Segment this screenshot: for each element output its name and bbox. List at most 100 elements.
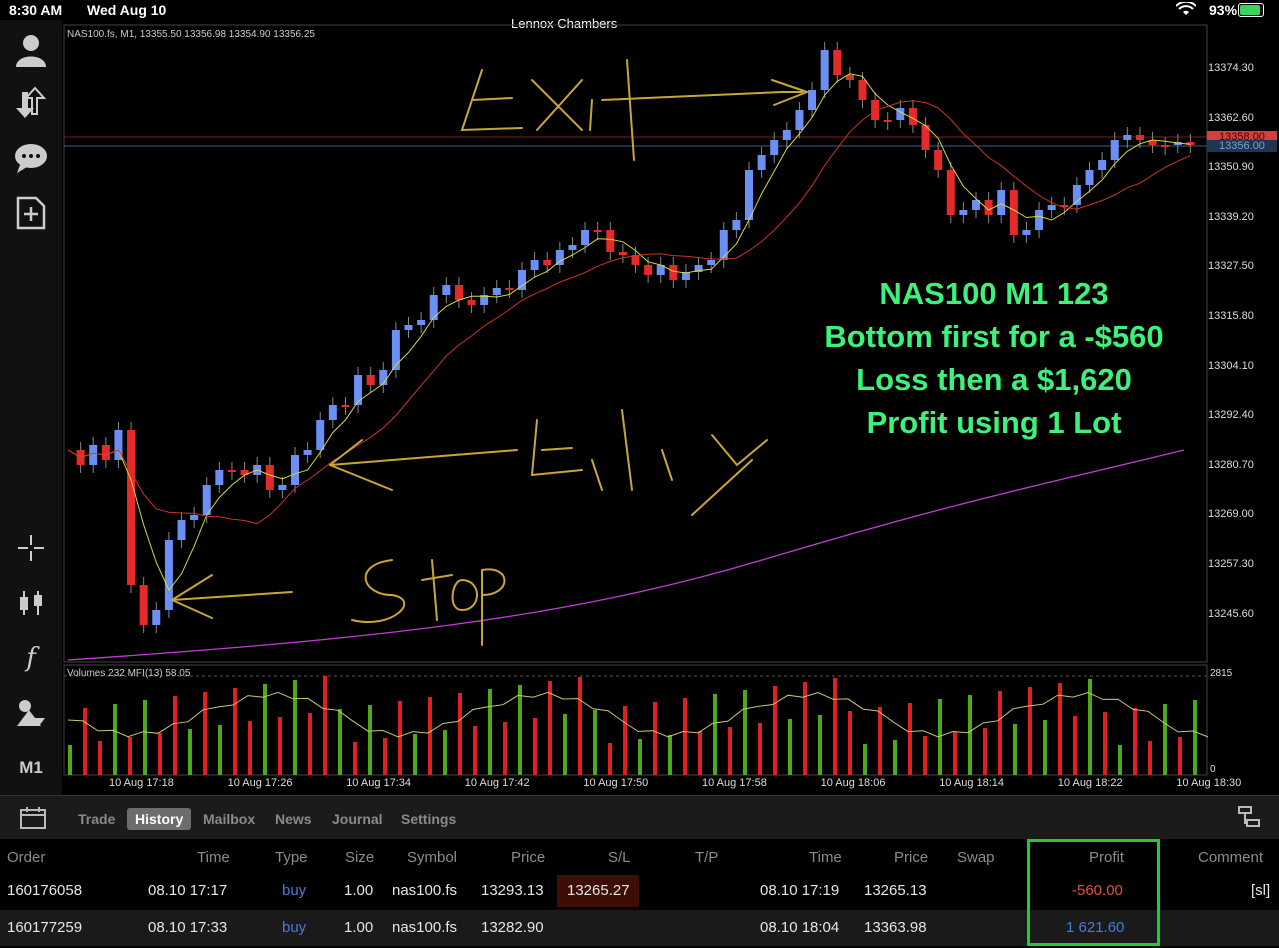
volume-bar	[293, 680, 297, 775]
volume-bar	[728, 727, 732, 775]
column-header-order[interactable]: Order	[7, 849, 46, 866]
column-header-close-time[interactable]: Time	[809, 849, 842, 866]
candle-body	[782, 130, 791, 140]
candle-body	[656, 265, 665, 275]
candle-body	[1060, 205, 1069, 207]
annotation-line: Bottom first for a -$560	[824, 319, 1164, 354]
volume-bar	[1043, 720, 1047, 775]
candle-body	[1186, 142, 1195, 145]
volume-bar	[383, 738, 387, 775]
column-header-size[interactable]: Size	[345, 849, 375, 866]
volume-bar	[938, 699, 942, 775]
candle-body	[328, 405, 337, 420]
candle-body	[908, 108, 917, 125]
column-header-symbol[interactable]: Symbol	[407, 849, 458, 866]
price-tick-label: 13339.20	[1208, 210, 1254, 223]
column-header-comment[interactable]: Comment	[1198, 849, 1264, 866]
mfi-line	[67, 691, 1209, 738]
column-header-tp[interactable]: T/P	[695, 849, 719, 866]
crosshair-icon[interactable]	[11, 530, 51, 566]
candle-body	[1098, 160, 1107, 170]
new-order-icon[interactable]	[11, 195, 51, 231]
tab-mailbox[interactable]: Mailbox	[203, 811, 256, 827]
candle-body	[1047, 205, 1056, 210]
sl-highlight	[557, 875, 639, 907]
time-tick-label: 10 Aug 17:26	[227, 777, 293, 789]
volume-bar	[1118, 745, 1122, 775]
candle-body	[316, 420, 325, 450]
candle-body	[770, 140, 779, 155]
time-tick-label: 10 Aug 17:58	[702, 777, 767, 789]
candle-body	[644, 265, 653, 275]
candlestick-icon[interactable]	[11, 585, 51, 621]
candle-body	[404, 325, 413, 330]
volume-bar	[233, 688, 237, 775]
handwriting-stroke	[421, 574, 453, 581]
handwriting-stroke	[451, 579, 478, 612]
time-tick-label: 10 Aug 17:42	[464, 777, 530, 789]
volume-bar	[323, 676, 327, 775]
volume-bar	[638, 739, 642, 775]
handwriting-stroke	[601, 91, 803, 101]
candle-body	[833, 50, 842, 75]
handwriting-stroke	[661, 449, 673, 481]
candle-body	[480, 295, 489, 305]
column-header-type[interactable]: Type	[275, 849, 308, 866]
order-id: 160176058	[7, 882, 83, 899]
handwriting-stroke	[481, 568, 506, 596]
handwriting-stroke	[329, 439, 363, 466]
candle-body	[89, 445, 98, 465]
column-header-swap[interactable]: Swap	[957, 849, 995, 866]
table-row[interactable]: 160177259 08.10 17:33 buy 1.00 nas100.fs…	[0, 910, 1279, 946]
price-chart[interactable]	[62, 20, 1279, 795]
volume-bar	[773, 686, 777, 775]
timeframe-button[interactable]: M1	[19, 758, 43, 777]
candle-body	[152, 610, 161, 625]
account-icon[interactable]	[11, 32, 51, 68]
candle-body	[240, 470, 249, 475]
annotation-line: Profit using 1 Lot	[866, 405, 1122, 440]
main-plot-frame	[63, 24, 1208, 663]
column-header-open-time[interactable]: Time	[197, 849, 230, 866]
table-row[interactable]: 160176058 08.10 17:17 buy 1.00 nas100.fs…	[0, 873, 1279, 909]
price-tick-label: 13292.40	[1208, 409, 1254, 422]
volume-bar	[1133, 708, 1137, 775]
chart-area[interactable]: NAS100.fs, M1, 13355.50 13356.98 13354.9…	[62, 20, 1279, 795]
tab-settings[interactable]: Settings	[401, 811, 457, 827]
chat-icon[interactable]	[11, 140, 51, 176]
volume-bar	[1058, 683, 1062, 775]
candle-body	[1135, 135, 1144, 140]
trade-annotation: NAS100 M1 123 Bottom first for a -$560 L…	[804, 272, 1184, 444]
tab-journal[interactable]: Journal	[332, 811, 383, 827]
open-time: 08.10 17:17	[148, 882, 228, 899]
candle-body	[707, 260, 716, 265]
candle-body	[921, 125, 930, 150]
column-header-open-price[interactable]: Price	[511, 849, 546, 866]
status-date: Wed Aug 10	[87, 2, 167, 18]
tab-trade[interactable]: Trade	[78, 811, 116, 827]
candle-body	[354, 375, 363, 405]
volume-bar	[878, 707, 882, 775]
order-profit: -560.00	[1072, 882, 1123, 899]
slow-moving-average	[67, 100, 1191, 525]
objects-icon[interactable]	[11, 695, 51, 731]
tab-news[interactable]: News	[275, 811, 312, 827]
volume-bar	[548, 681, 552, 775]
order-comment: [sl]	[1251, 882, 1271, 899]
candle-body	[190, 515, 199, 520]
candle-body	[808, 90, 817, 110]
candle-body	[618, 252, 627, 255]
handwriting-stroke	[351, 559, 406, 623]
candle-body	[719, 230, 728, 260]
candle-body	[467, 300, 476, 305]
candle-body	[795, 110, 804, 130]
indicators-icon[interactable]: f	[26, 643, 36, 673]
deposit-withdraw-icon[interactable]	[11, 85, 51, 121]
candle-body	[732, 220, 741, 230]
calendar-icon[interactable]	[20, 807, 46, 829]
layout-icon[interactable]	[1237, 806, 1261, 834]
column-header-close-price[interactable]: Price	[894, 849, 929, 866]
tab-history[interactable]: History	[127, 808, 192, 830]
column-header-profit[interactable]: Profit	[1089, 849, 1125, 866]
column-header-sl[interactable]: S/L	[608, 849, 631, 866]
